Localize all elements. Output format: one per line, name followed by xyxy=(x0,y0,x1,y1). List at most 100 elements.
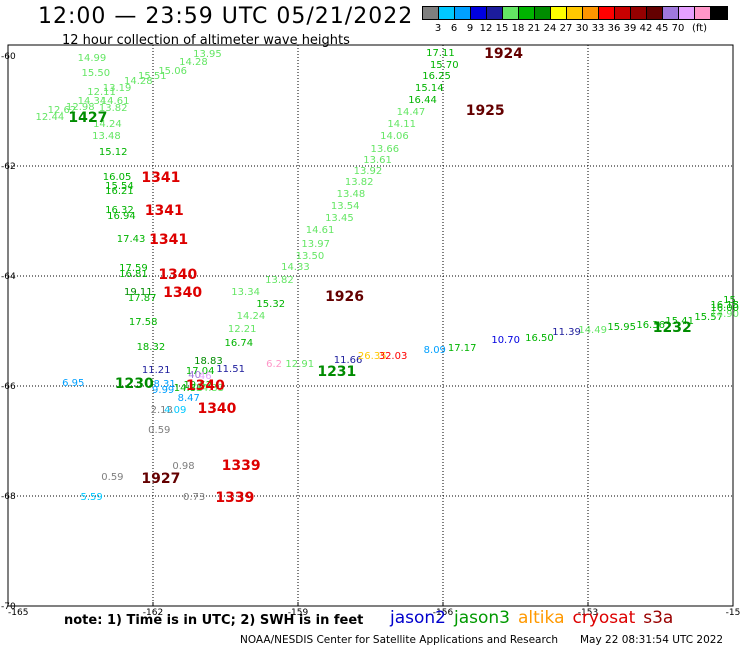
color-scale-label: 12 xyxy=(479,23,493,34)
swh-value: 4.09 xyxy=(164,405,187,417)
map-frame xyxy=(7,44,734,607)
swh-value: 17.04 xyxy=(185,365,215,377)
axis-ticks: -165 -162 -159 -156 -153 -15 -60 -62 -64 -66 -68 -7… xyxy=(1,52,740,618)
swh-value: 15.06 xyxy=(158,65,187,77)
swh-value: 12.62 xyxy=(47,105,77,116)
swh-value: 8.09 xyxy=(423,345,446,357)
swh-value: 0.59 xyxy=(101,472,124,484)
swh-value: 13.48 xyxy=(92,130,121,142)
color-scale-label: 15 xyxy=(495,23,509,34)
swh-value: 15.32 xyxy=(256,299,286,311)
swh-value: 14.24 xyxy=(236,311,266,323)
pass-time-label: 1340 xyxy=(185,378,225,394)
swh-value: 18.83 xyxy=(194,355,223,367)
swh-value: 13.66 xyxy=(370,143,400,155)
pass-time-label: 1341 xyxy=(141,169,181,186)
color-scale-label: 30 xyxy=(575,23,589,34)
lon-tick-label: -165 xyxy=(8,608,28,618)
color-scale-label: 45 xyxy=(655,23,669,34)
swh-value: 0.73 xyxy=(182,491,206,503)
page-subtitle: 12 hour collection of altimeter wave hei… xyxy=(62,33,350,48)
pass-time-label: 1230 xyxy=(114,376,154,393)
swh-value: 15.70 xyxy=(429,59,459,71)
swh-value: 14.61 xyxy=(100,96,130,108)
swh-value: 16.32 xyxy=(105,204,134,216)
swh-value: 9.99 xyxy=(152,384,175,396)
pass-time-label: 1340 xyxy=(158,266,198,283)
lat-tick-label: -62 xyxy=(1,162,16,172)
swh-value: 5.59 xyxy=(80,491,103,503)
color-scale-label: 70 xyxy=(671,23,685,34)
color-scale-label: 42 xyxy=(639,23,653,34)
pass-time-label: 1341 xyxy=(144,203,184,220)
color-scale-label: 39 xyxy=(623,23,637,34)
swh-value: 15.50 xyxy=(81,67,111,79)
credit-line: NOAA/NESDIS Center for Satellite Applica… xyxy=(240,634,558,646)
color-swatch xyxy=(710,6,728,20)
color-scale-label: 27 xyxy=(559,23,573,34)
lat-tick-label: -66 xyxy=(1,382,16,392)
satellite-legend-jason3: jason3 xyxy=(454,608,510,628)
pass-time-label: 1927 xyxy=(141,470,181,487)
swh-value: 11.39 xyxy=(552,326,581,338)
swh-value: 13.19 xyxy=(102,83,132,94)
swh-value: 16.94 xyxy=(107,210,136,222)
swh-value: 16.81 xyxy=(119,269,148,281)
swh-value: 14.33 xyxy=(195,382,225,394)
swh-value: 26.35 xyxy=(357,350,387,362)
swh-value: 11.51 xyxy=(216,363,245,375)
swh-value: 12.44 xyxy=(35,112,65,124)
pass-time-label: 1925 xyxy=(465,103,505,119)
pass-time-label: 1232 xyxy=(652,319,692,336)
swh-value: 8.31 xyxy=(153,379,176,391)
swh-value: 13.48 xyxy=(336,189,366,201)
satellite-legend-altika: altika xyxy=(518,608,565,628)
swh-value: 14.47 xyxy=(396,107,426,119)
lon-tick-label: -15 xyxy=(726,608,740,618)
swh-value: 8.47 xyxy=(177,393,200,405)
swh-value: 14.33 xyxy=(281,262,310,274)
swh-value: 13.54 xyxy=(330,201,360,213)
swh-value: 14.28 xyxy=(124,76,153,88)
color-scale-label: 9 xyxy=(466,23,474,34)
swh-value: 16.44 xyxy=(408,95,437,107)
swh-value: 17.58 xyxy=(128,317,158,329)
color-scale-label: 36 xyxy=(607,23,621,34)
swh-value: 13.61 xyxy=(363,154,392,166)
color-scale-label: 24 xyxy=(543,23,557,34)
pass-time-label: 1339 xyxy=(221,457,261,474)
swh-value: 15.12 xyxy=(98,147,128,159)
swh-value: 46 xyxy=(198,371,212,383)
swh-value: 16.15 xyxy=(710,299,739,311)
swh-value: 14.24 xyxy=(93,118,122,130)
swh-value: 14.61 xyxy=(305,225,335,237)
swh-value: 16.25 xyxy=(422,70,451,82)
swh-value: 17.59 xyxy=(119,263,148,275)
swh-value: 6.2 xyxy=(266,359,282,371)
swh-value: 13.34 xyxy=(231,287,260,299)
swh-value: 13.82 xyxy=(344,177,374,189)
swh-value: 14.81 xyxy=(173,382,203,394)
swh-value: 13.82 xyxy=(265,274,294,286)
swh-value: 16.36 xyxy=(636,319,665,331)
swh-value: 40 xyxy=(188,369,202,381)
swh-value: 0.59 xyxy=(148,425,171,437)
swh-value: 15.54 xyxy=(105,180,134,192)
pass-time-label: 1427 xyxy=(68,110,108,127)
swh-value: 11.21 xyxy=(141,365,171,377)
swh-value: 13.95 xyxy=(193,48,222,60)
swh-value: 14.11 xyxy=(387,118,417,130)
swh-value: 15.51 xyxy=(138,70,167,82)
swh-value: 15.57 xyxy=(694,312,723,324)
lon-tick-label: -156 xyxy=(433,608,454,618)
color-scale-label: 6 xyxy=(450,23,458,34)
lat-tick-label: -70 xyxy=(1,602,16,612)
swh-value: 13.45 xyxy=(325,213,354,225)
swh-value: 13.50 xyxy=(295,251,325,263)
swh-value: 17.87 xyxy=(127,293,157,305)
pass-time-label: 1926 xyxy=(325,289,365,306)
lat-tick-label: -68 xyxy=(1,492,16,502)
swh-value: 16.00 xyxy=(710,303,739,314)
swh-value: 18.32 xyxy=(136,341,166,353)
